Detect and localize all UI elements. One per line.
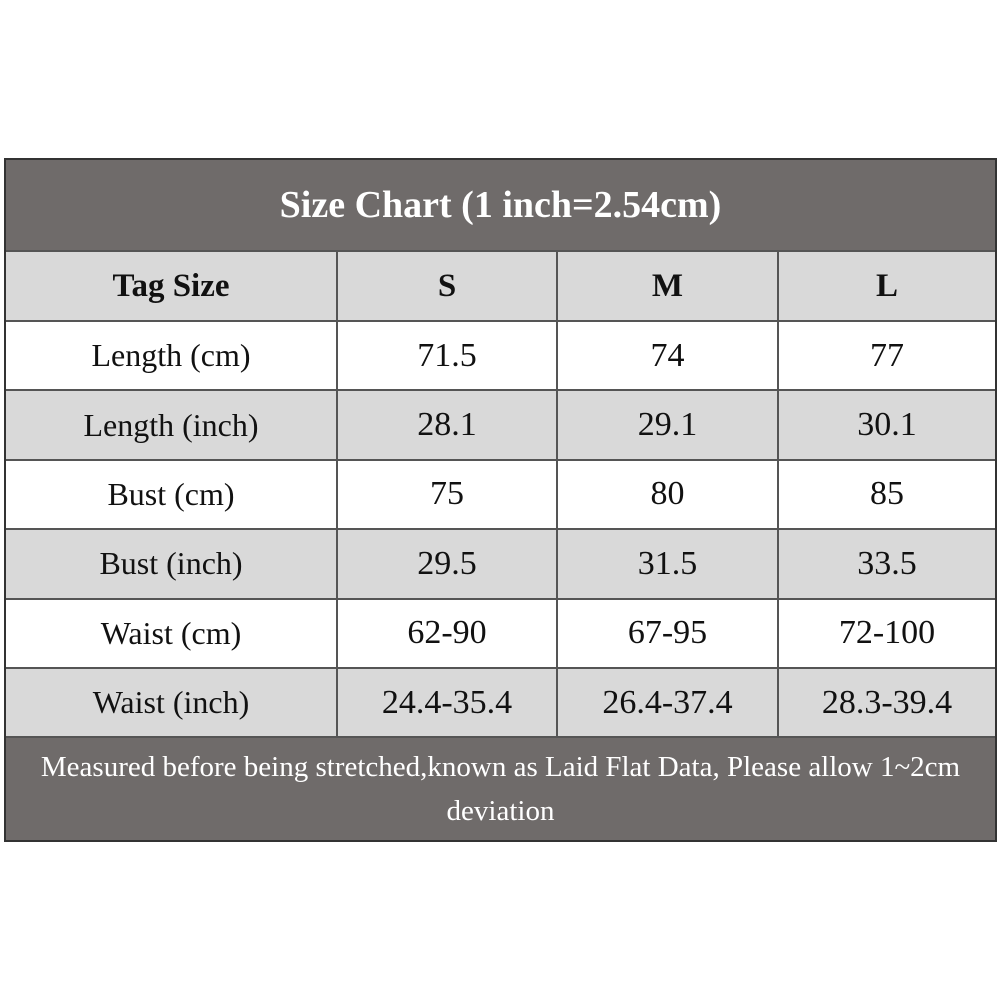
table-cell: Length (inch) — [6, 389, 338, 459]
table-cell: 77 — [779, 320, 995, 389]
table-cell: 30.1 — [779, 389, 995, 459]
table-cell: 85 — [779, 458, 995, 528]
size-chart: Size Chart (1 inch=2.54cm) Tag Size S M L Len… — [4, 158, 997, 842]
header-cell: Tag Size — [6, 250, 338, 320]
table-cell: 67-95 — [558, 597, 779, 667]
footnote: Measured before being stretched,known as… — [6, 736, 995, 840]
table-cell: Bust (inch) — [6, 528, 338, 598]
header-cell: S — [338, 250, 558, 320]
table-cell: 75 — [338, 458, 558, 529]
table-cell: 28.3-39.4 — [779, 667, 995, 737]
table-cell: 29.5 — [338, 528, 558, 598]
table-cell: 33.5 — [779, 528, 995, 598]
table-cell: 62-90 — [338, 597, 558, 667]
table-cell: 80 — [558, 458, 779, 529]
table-cell: 29.1 — [558, 389, 779, 459]
table-cell: Waist (cm) — [6, 597, 338, 667]
table-cell: Length (cm) — [6, 320, 338, 390]
header-cell: M — [558, 250, 779, 320]
table-cell: 26.4-37.4 — [558, 667, 779, 737]
table-title: Size Chart (1 inch=2.54cm) — [6, 160, 995, 250]
table-cell: 31.5 — [558, 528, 779, 598]
table-cell: 28.1 — [338, 389, 558, 459]
table-cell: 72-100 — [779, 597, 995, 667]
table-cell: 71.5 — [338, 320, 558, 390]
table-cell: Bust (cm) — [6, 458, 338, 529]
table-cell: Waist (inch) — [6, 667, 338, 737]
header-cell: L — [779, 250, 995, 320]
table-cell: 24.4-35.4 — [338, 667, 558, 737]
table-cell: 74 — [558, 320, 779, 390]
